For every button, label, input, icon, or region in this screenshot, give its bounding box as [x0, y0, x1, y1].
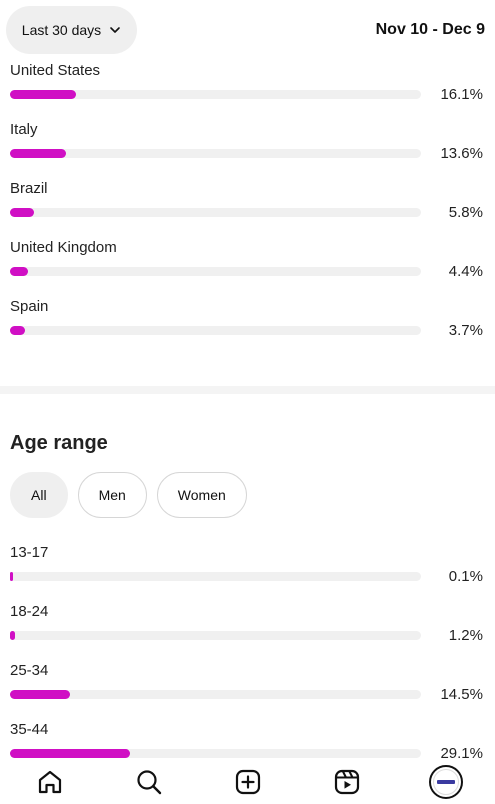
percentage-value: 16.1%: [440, 86, 483, 103]
filter-women-chip[interactable]: Women: [156, 472, 247, 518]
progress-track: [10, 208, 421, 217]
progress-track: [10, 267, 421, 276]
progress-fill: [10, 267, 28, 276]
age-label: 25-34: [10, 662, 49, 679]
percentage-value: 1.2%: [448, 627, 483, 644]
search-icon: [136, 770, 161, 795]
country-label: United States: [10, 62, 101, 79]
date-range-text: Nov 10 - Dec 9: [375, 21, 485, 38]
chevron-down-icon: [110, 27, 120, 33]
avatar-logo: [432, 769, 459, 795]
insights-content[interactable]: United States 16.1% Italy 13.6% Brazil 5…: [0, 62, 495, 760]
age-label: 18-24: [10, 603, 49, 620]
age-range-title: Age range: [10, 432, 108, 454]
country-row: Italy 13.6%: [10, 121, 485, 171]
country-row: Spain 3.7%: [10, 298, 485, 348]
progress-fill: [10, 208, 34, 217]
reels-icon: [334, 769, 359, 795]
section-divider: [0, 386, 495, 394]
nav-home[interactable]: [30, 762, 70, 802]
percentage-value: 3.7%: [448, 322, 483, 339]
progress-track: [10, 572, 421, 581]
country-row: United States 16.1%: [10, 62, 485, 112]
progress-fill: [10, 326, 25, 335]
age-row: 35-44 29.1%: [10, 721, 485, 760]
bottom-navigation: [0, 760, 495, 804]
date-range-dropdown[interactable]: Last 30 days: [6, 6, 137, 54]
progress-fill: [10, 690, 70, 699]
age-label: 35-44: [10, 721, 49, 738]
percentage-value: 5.8%: [448, 204, 483, 221]
percentage-value: 13.6%: [440, 145, 483, 162]
date-range-dropdown-label: Last 30 days: [21, 22, 102, 38]
progress-fill: [10, 90, 76, 99]
progress-track: [10, 326, 421, 335]
percentage-value: 14.5%: [440, 686, 483, 703]
nav-profile[interactable]: [426, 762, 466, 802]
progress-track: [10, 631, 421, 640]
age-row: 25-34 14.5%: [10, 662, 485, 712]
percentage-value: 4.4%: [448, 263, 483, 280]
nav-create[interactable]: [228, 762, 268, 802]
progress-fill: [10, 149, 66, 158]
top-bar: Last 30 days Nov 10 - Dec 9: [0, 0, 495, 62]
progress-fill: [10, 572, 13, 581]
progress-fill: [10, 631, 15, 640]
progress-track: [10, 690, 421, 699]
home-icon: [38, 770, 61, 794]
nav-reels[interactable]: [327, 762, 367, 802]
progress-track: [10, 149, 421, 158]
create-icon: [235, 769, 260, 795]
age-row: 18-24 1.2%: [10, 603, 485, 653]
progress-track: [10, 90, 421, 99]
gender-filter-group: All Men Women: [10, 472, 247, 518]
country-label: Spain: [10, 298, 49, 315]
country-row: Brazil 5.8%: [10, 180, 485, 230]
filter-all-chip[interactable]: All: [10, 472, 68, 518]
country-label: Brazil: [10, 180, 48, 197]
percentage-value: 29.1%: [440, 745, 483, 760]
filter-men-chip[interactable]: Men: [77, 472, 147, 518]
progress-fill: [10, 749, 130, 758]
country-label: Italy: [10, 121, 38, 138]
country-label: United Kingdom: [10, 239, 117, 256]
profile-avatar: [428, 765, 463, 799]
country-row: United Kingdom 4.4%: [10, 239, 485, 289]
age-row: 13-17 0.1%: [10, 544, 485, 594]
progress-track: [10, 749, 421, 758]
percentage-value: 0.1%: [448, 568, 483, 585]
nav-search[interactable]: [129, 762, 169, 802]
age-label: 13-17: [10, 544, 49, 561]
